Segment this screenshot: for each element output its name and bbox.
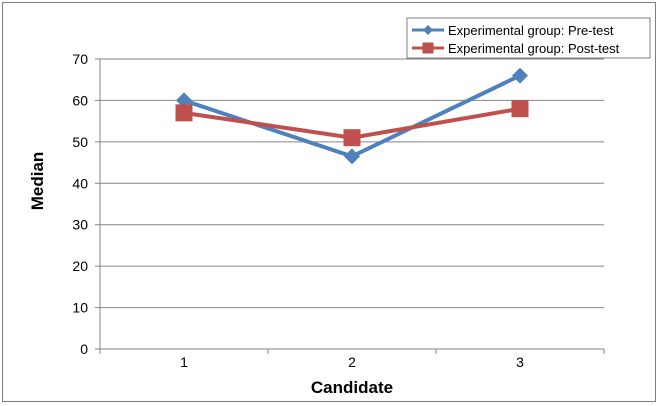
x-tick-labels: 1 2 3 <box>180 354 524 370</box>
y-tick-label: 0 <box>80 341 88 357</box>
axes <box>99 59 604 350</box>
x-tick-label: 2 <box>348 354 356 370</box>
y-tick-label: 40 <box>72 175 88 191</box>
y-tick-label: 60 <box>72 92 88 108</box>
legend-marker-2 <box>422 42 434 54</box>
chart-frame <box>2 2 656 402</box>
legend-box <box>406 17 651 59</box>
x-axis-title: Candidate <box>311 378 393 397</box>
y-tick-label: 20 <box>72 258 88 274</box>
x-tick-label: 1 <box>180 354 188 370</box>
series-2-point <box>511 100 529 118</box>
y-tick-label: 70 <box>72 51 88 67</box>
legend-label-1: Experimental group: Pre-test <box>448 23 614 38</box>
y-tick-label: 50 <box>72 134 88 150</box>
y-tick-labels: 0 10 20 30 40 50 60 70 <box>72 51 88 357</box>
y-axis-title: Median <box>28 152 47 211</box>
y-tick-label: 30 <box>72 217 88 233</box>
legend: Experimental group: Pre-test Experimental… <box>406 17 651 59</box>
series-1-point <box>512 67 528 84</box>
series <box>175 67 529 165</box>
series-1-point <box>344 148 360 165</box>
series-2-point <box>343 129 361 147</box>
y-tick-label: 10 <box>72 300 88 316</box>
series-2-point <box>175 104 193 122</box>
x-tick-label: 3 <box>516 354 524 370</box>
legend-label-2: Experimental group: Post-test <box>448 41 620 56</box>
legend-marker-1 <box>423 25 433 35</box>
